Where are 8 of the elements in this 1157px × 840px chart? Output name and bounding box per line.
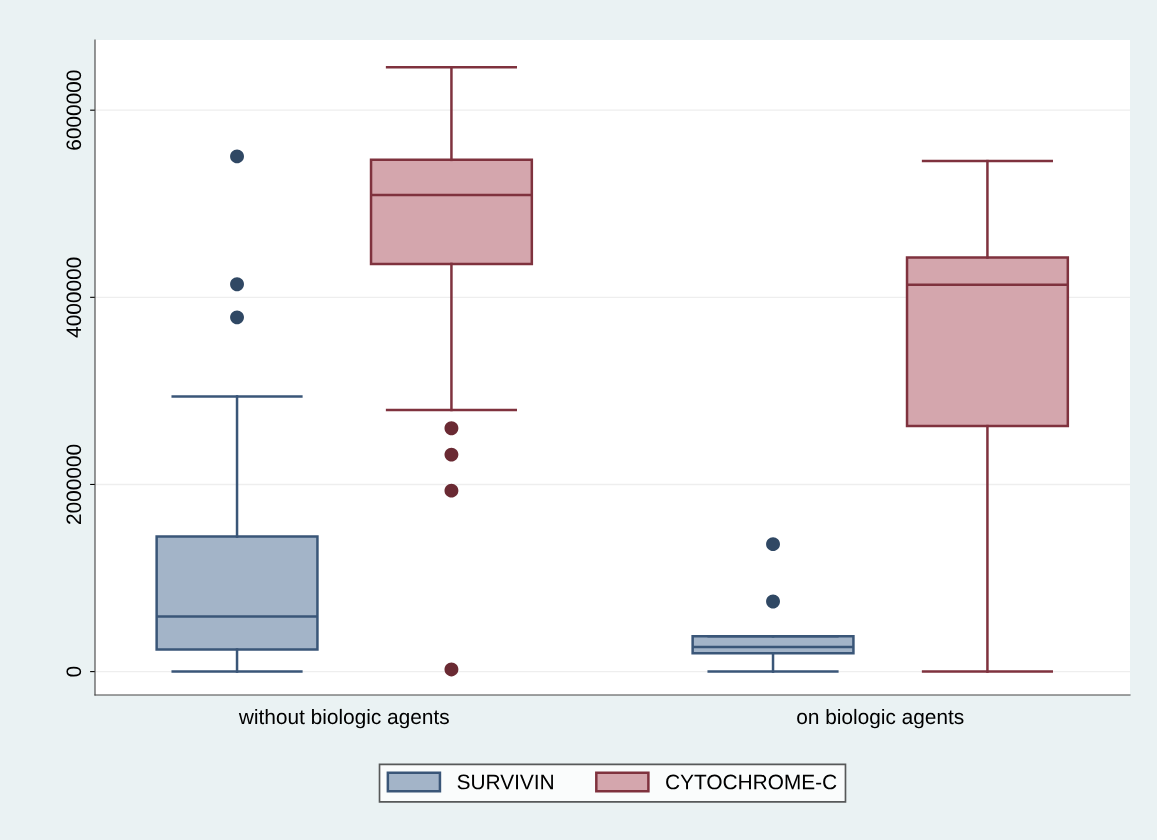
x-tick-label: without biologic agents [238,708,449,729]
y-tick-label: 2000000 [66,444,82,524]
y-tick-label: 4000000 [66,257,82,338]
x-tick-label: on biologic agents [797,708,964,729]
y-tick-label: 0 [66,666,82,677]
legend-label: CYTOCHROME-C [666,774,837,790]
y-tick-label: 6000000 [66,70,82,150]
legend-label: SURVIVIN [457,774,553,790]
